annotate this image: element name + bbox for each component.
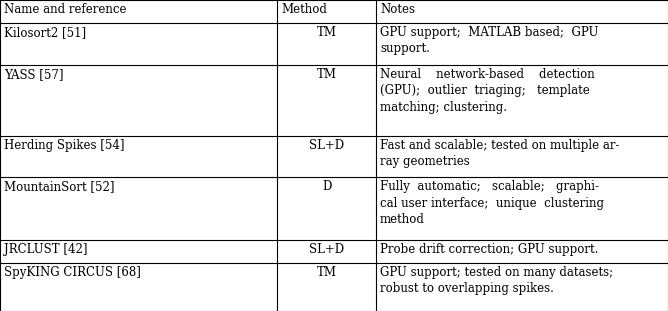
Text: TM: TM	[317, 266, 337, 279]
Text: Notes: Notes	[380, 3, 415, 16]
Text: D: D	[322, 180, 331, 193]
Text: Neural    network-based    detection
(GPU);  outlier  triaging;   template
match: Neural network-based detection (GPU); ou…	[380, 68, 595, 114]
Text: Probe drift correction; GPU support.: Probe drift correction; GPU support.	[380, 243, 599, 256]
Text: Fast and scalable; tested on multiple ar-
ray geometries: Fast and scalable; tested on multiple ar…	[380, 139, 620, 168]
Text: Fully  automatic;   scalable;   graphi-
cal user interface;  unique  clustering
: Fully automatic; scalable; graphi- cal u…	[380, 180, 604, 226]
Text: GPU support; tested on many datasets;
robust to overlapping spikes.: GPU support; tested on many datasets; ro…	[380, 266, 613, 295]
Text: SL+D: SL+D	[309, 139, 344, 152]
Text: SpyKING CIRCUS [68]: SpyKING CIRCUS [68]	[4, 266, 141, 279]
Text: Name and reference: Name and reference	[4, 3, 126, 16]
Text: Kilosort2 [51]: Kilosort2 [51]	[4, 26, 86, 39]
Text: Herding Spikes [54]: Herding Spikes [54]	[4, 139, 124, 152]
Text: MountainSort [52]: MountainSort [52]	[4, 180, 114, 193]
Text: SL+D: SL+D	[309, 243, 344, 256]
Text: JRCLUST [42]: JRCLUST [42]	[4, 243, 88, 256]
Text: YASS [57]: YASS [57]	[4, 68, 63, 81]
Text: TM: TM	[317, 26, 337, 39]
Text: Method: Method	[281, 3, 327, 16]
Text: GPU support;  MATLAB based;  GPU
support.: GPU support; MATLAB based; GPU support.	[380, 26, 599, 55]
Text: TM: TM	[317, 68, 337, 81]
